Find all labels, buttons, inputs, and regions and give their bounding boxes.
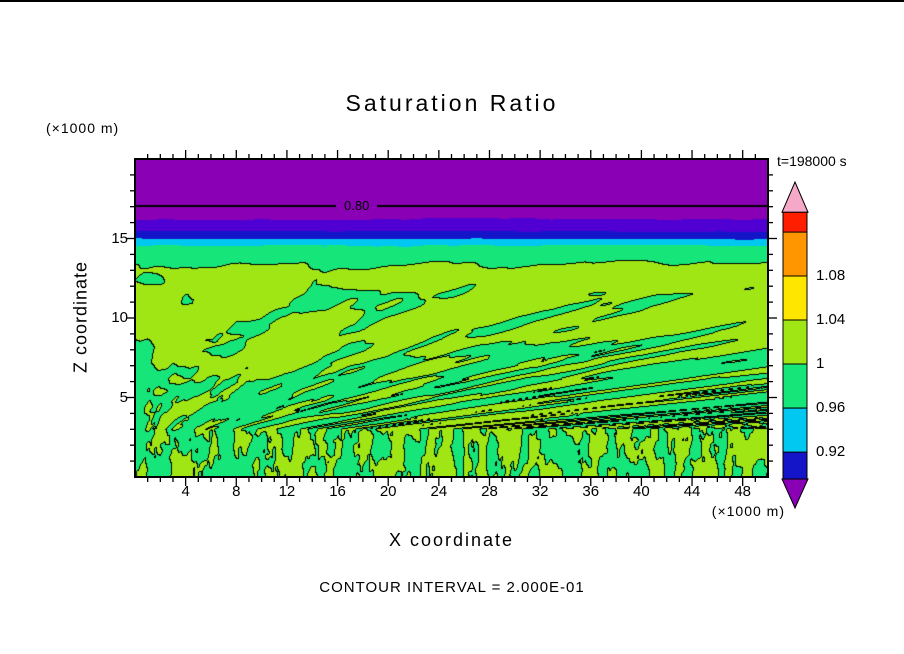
x-tick-label: 12 [278,483,296,500]
colorbar-segment [782,363,808,409]
colorbar-segment [782,451,808,480]
colorbar-tick-label: 1.04 [816,311,846,329]
colorbar-segment [782,231,808,277]
colorbar-tick-label: 0.92 [816,443,846,461]
colorbar-tick-label: 1 [816,355,825,373]
x-tick-label: 8 [232,483,241,500]
x-tick-label: 4 [181,483,190,500]
x-tick-label: 28 [481,483,498,500]
x-tick-labels: 4 8 12 16 20 24 28 32 36 40 44 48 [135,483,768,503]
x-tick-label: 40 [633,483,650,500]
colorbar-arrow-bottom [781,478,809,510]
colorbar-tick-label: 0.96 [816,399,846,417]
colorbar-segment [782,275,808,321]
z-tick-label: 5 [119,388,128,406]
z-tick-labels: 5 10 15 [90,159,128,477]
x-tick-label: 16 [329,483,346,500]
colorbar [781,180,809,510]
colorbar-tick-label: 1.08 [816,267,846,285]
colorbar-segment [782,407,808,453]
z-axis-unit: (×1000 m) [46,120,120,136]
z-tick-label: 10 [111,309,128,326]
contour-interval-label: CONTOUR INTERVAL = 2.000E-01 [319,579,585,596]
x-tick-label: 44 [683,483,701,500]
x-tick-label: 36 [582,483,600,500]
x-tick-label: 48 [734,483,752,500]
plot-canvas [135,159,768,477]
colorbar-arrow-top [781,180,809,213]
x-tick-label: 24 [430,483,448,500]
x-axis-unit: (×1000 m) [711,503,785,519]
contour-line-label: 0.80 [336,196,378,215]
z-axis-label: Z coordinate [70,260,91,374]
colorbar-segment [782,319,808,365]
colorbar-segment [782,211,808,233]
x-tick-label: 32 [531,483,549,500]
z-tick-label: 15 [111,229,128,247]
contour-plot [135,159,768,477]
time-label: t=198000 s [777,153,847,169]
page-title: Saturation Ratio [345,90,559,116]
x-axis-label: X coordinate [388,530,515,550]
x-tick-label: 20 [379,483,397,500]
